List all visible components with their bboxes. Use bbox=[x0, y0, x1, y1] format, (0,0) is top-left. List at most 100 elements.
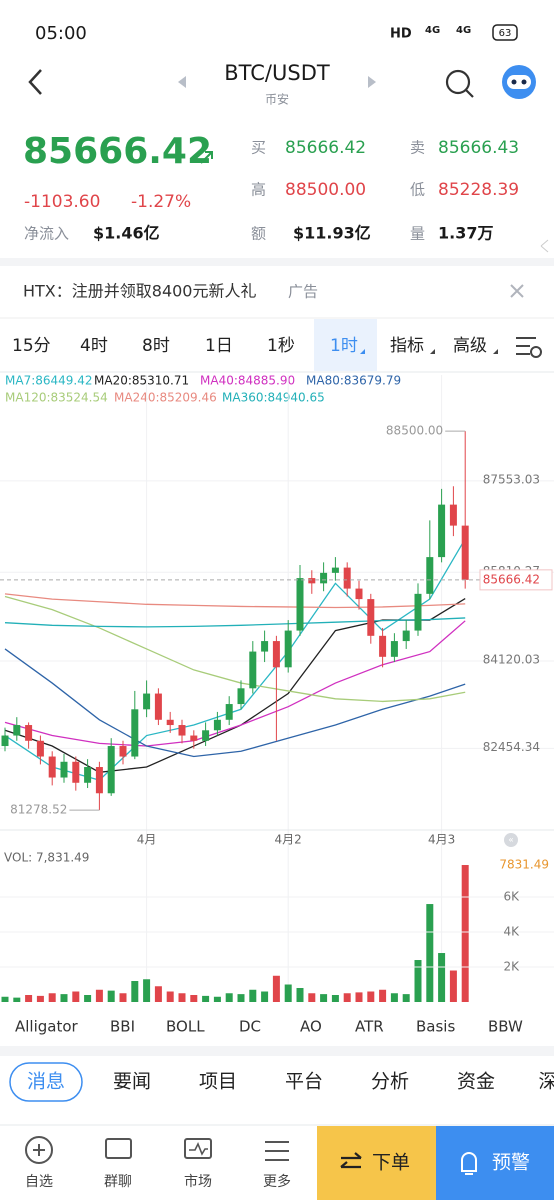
candle-body bbox=[166, 719, 174, 726]
nav-watch[interactable]: 自选 bbox=[25, 1174, 53, 1190]
news-tab[interactable]: 深 bbox=[538, 1071, 554, 1093]
interval-tab[interactable]: 8时 bbox=[142, 336, 170, 356]
back-button[interactable] bbox=[28, 69, 42, 95]
y-tick-label: 84120.03 bbox=[483, 653, 540, 667]
volume-bar bbox=[13, 997, 21, 1002]
ad-text[interactable]: HTX：注册并领取8400元新人礼 bbox=[23, 282, 257, 301]
indicator-tab[interactable]: DC bbox=[239, 1018, 261, 1036]
indicator-tab[interactable]: BBI bbox=[110, 1018, 135, 1036]
status-net: 4G bbox=[425, 25, 440, 36]
ma-legend: MA360:84940.65 bbox=[222, 391, 325, 405]
volume-bar bbox=[107, 990, 115, 1002]
ma-line bbox=[4, 617, 466, 628]
next-pair[interactable] bbox=[368, 76, 376, 88]
interval-tab[interactable]: 1秒 bbox=[267, 336, 295, 356]
candle-body bbox=[308, 578, 316, 584]
order-label[interactable]: 下单 bbox=[372, 1152, 410, 1174]
amount-label: 额 bbox=[251, 225, 266, 243]
candle-body bbox=[119, 746, 127, 757]
inflow-label: 净流入 bbox=[24, 225, 69, 243]
battery-level: 63 bbox=[499, 28, 512, 39]
volume-bar bbox=[25, 995, 33, 1002]
volume-bar bbox=[426, 904, 434, 1002]
chart: MA7:86449.42 MA20:85310.71 MA40:84885.90 MA… bbox=[0, 374, 554, 1002]
news-tab[interactable]: 要闻 bbox=[113, 1071, 151, 1093]
candle-body bbox=[367, 599, 375, 636]
market-icon bbox=[184, 1138, 212, 1159]
volume-bar bbox=[343, 993, 351, 1002]
chart-settings-gear bbox=[530, 346, 542, 358]
search-button[interactable] bbox=[445, 69, 471, 95]
indicator-tab[interactable]: BBW bbox=[488, 1018, 523, 1036]
news-tab[interactable]: 项目 bbox=[199, 1071, 237, 1093]
ma-legend: MA120:83524.54 bbox=[5, 391, 108, 405]
indicator-tab[interactable]: BOLL bbox=[166, 1018, 205, 1036]
candle-body bbox=[72, 761, 80, 783]
scroll-latest[interactable] bbox=[504, 833, 518, 847]
expand-arrow[interactable] bbox=[540, 239, 549, 253]
ma-legend: MA40:84885.90 bbox=[200, 374, 295, 388]
interval-tab[interactable]: 4时 bbox=[80, 336, 108, 356]
candle-body bbox=[143, 693, 151, 710]
interval-tab[interactable]: 1时 bbox=[330, 336, 358, 356]
pair-title[interactable]: BTC/USDT bbox=[224, 61, 330, 85]
separator bbox=[0, 1046, 554, 1056]
volume-bar bbox=[296, 988, 304, 1002]
candle-body bbox=[402, 630, 410, 642]
nav-chat[interactable]: 群聊 bbox=[104, 1174, 132, 1190]
ma-legend: MA240:85209.46 bbox=[114, 391, 217, 405]
ma-line bbox=[4, 648, 466, 758]
ad-close[interactable] bbox=[510, 284, 524, 298]
interval-tab[interactable]: 15分 bbox=[12, 336, 51, 356]
interval-tab[interactable]: 1日 bbox=[205, 336, 233, 356]
high-marker-label: 88500.00 bbox=[386, 424, 443, 438]
indicator-tab[interactable]: AO bbox=[300, 1018, 322, 1036]
indicator-tab[interactable]: ATR bbox=[355, 1018, 384, 1036]
volume-bar bbox=[72, 991, 80, 1002]
candle-body bbox=[343, 567, 351, 589]
candle-body bbox=[225, 704, 233, 720]
volume-bar bbox=[414, 960, 422, 1002]
volume-bar bbox=[178, 993, 186, 1002]
volume-bar bbox=[213, 996, 221, 1002]
volume-bar bbox=[1, 996, 9, 1002]
indicator-tabs: Alligator BBI BOLL DC AO ATR Basis BBW bbox=[15, 1018, 523, 1036]
volume-bar bbox=[367, 991, 375, 1002]
alert-label[interactable]: 预警 bbox=[492, 1152, 530, 1174]
volume-tick-label: 2K bbox=[503, 960, 520, 974]
chart-settings[interactable] bbox=[516, 337, 536, 355]
prev-pair[interactable] bbox=[178, 76, 186, 88]
volume-bar bbox=[320, 994, 328, 1002]
candle-body bbox=[131, 709, 139, 757]
indicator-tab[interactable]: Basis bbox=[416, 1018, 455, 1036]
news-tab[interactable]: 平台 bbox=[285, 1071, 323, 1093]
news-tab[interactable]: 消息 bbox=[27, 1071, 65, 1093]
candle-body bbox=[202, 730, 210, 741]
order-button[interactable] bbox=[317, 1126, 436, 1200]
dropdown-caret bbox=[430, 349, 435, 354]
candle-body bbox=[390, 641, 398, 657]
active-tab-bg bbox=[314, 319, 377, 371]
interval-tabs: 15分 4时 8时 1日 1秒 1时 指标 高级 bbox=[12, 319, 542, 371]
trend-arrow bbox=[200, 151, 213, 164]
battery bbox=[492, 24, 518, 41]
volume-bar bbox=[143, 979, 151, 1002]
interval-tab[interactable]: 指标 bbox=[390, 336, 424, 356]
nav-more[interactable]: 更多 bbox=[263, 1173, 291, 1190]
alert-button[interactable] bbox=[436, 1126, 554, 1200]
volume-bar bbox=[84, 995, 92, 1002]
news-tab[interactable]: 分析 bbox=[371, 1071, 409, 1093]
candle-body bbox=[95, 767, 103, 794]
indicator-tab[interactable]: Alligator bbox=[15, 1018, 79, 1036]
nav-market[interactable]: 市场 bbox=[184, 1173, 212, 1190]
news-tabs: 消息 要闻 项目 平台 分析 资金 深 bbox=[27, 1071, 554, 1093]
candle-body bbox=[107, 746, 115, 794]
volume-tick-label: 6K bbox=[503, 890, 520, 904]
volume-bar bbox=[272, 975, 280, 1002]
more-icon bbox=[265, 1141, 289, 1161]
news-tab[interactable]: 资金 bbox=[457, 1071, 495, 1093]
interval-tab[interactable]: 高级 bbox=[453, 336, 487, 356]
volume: 1.37万 bbox=[438, 224, 493, 243]
assistant-eye bbox=[511, 79, 517, 85]
